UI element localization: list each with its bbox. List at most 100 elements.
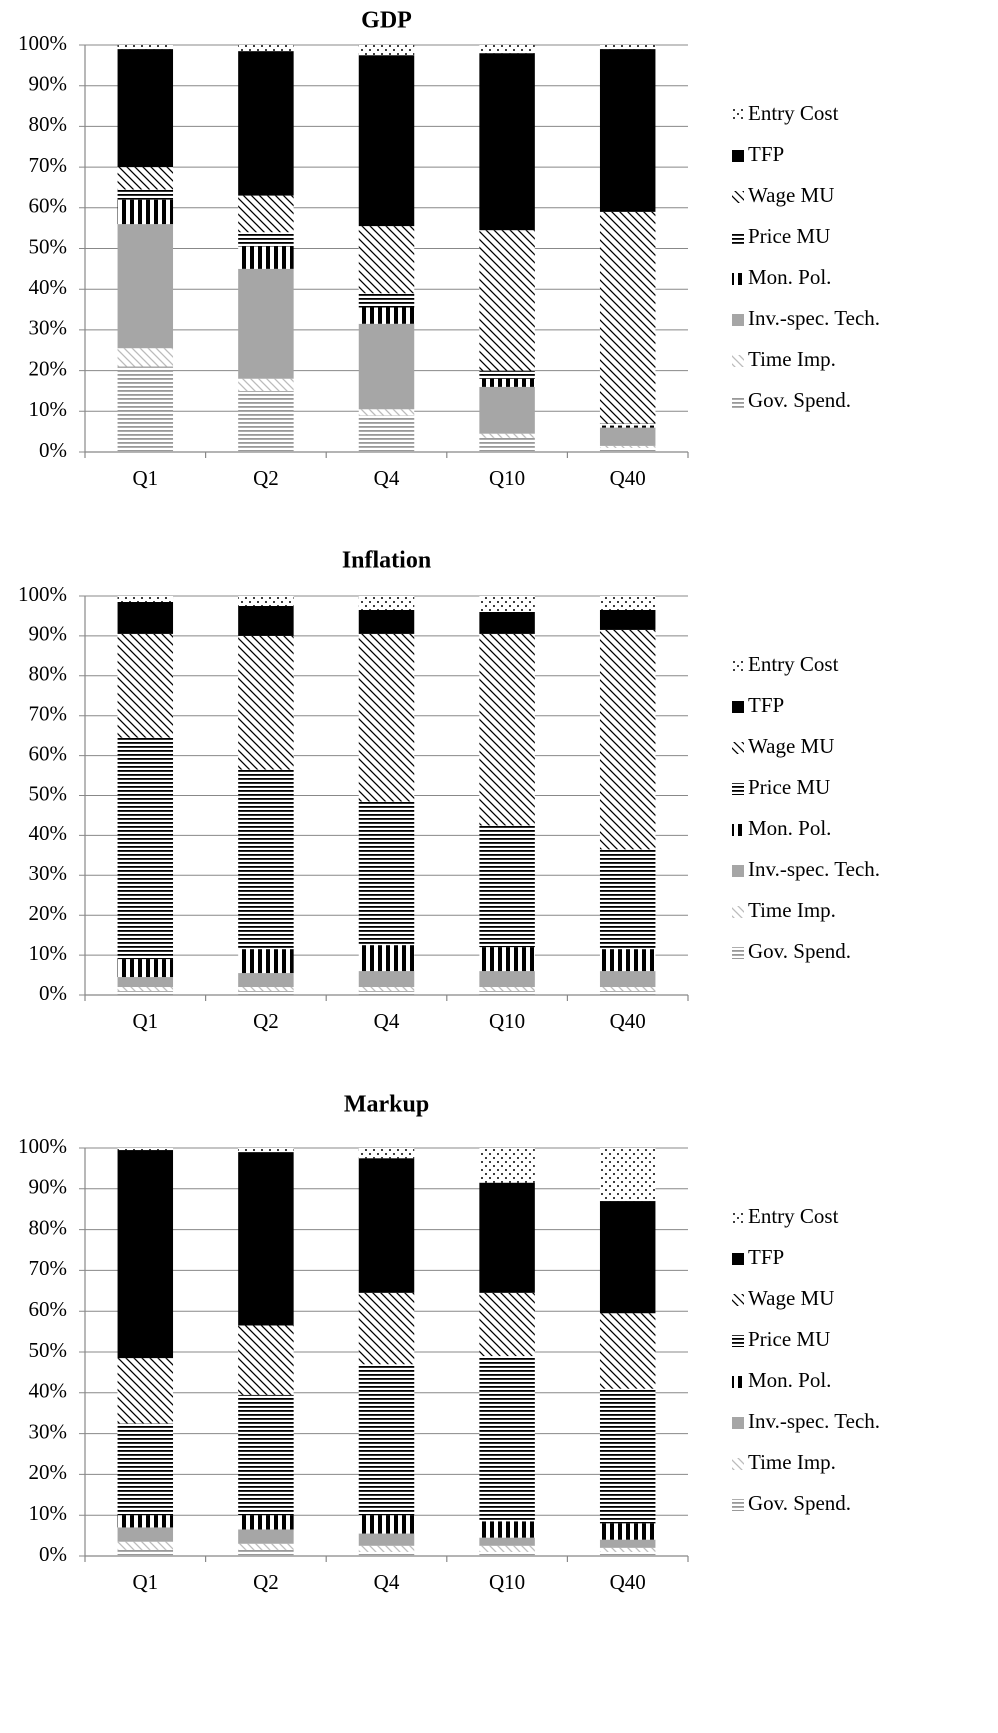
legend-swatch [732,273,744,285]
y-tick-label: 0% [39,1542,67,1566]
legend-swatch [732,1335,744,1347]
y-tick-label: 40% [29,275,68,299]
bar-segment [599,49,656,212]
x-tick-label: Q4 [374,1570,400,1594]
bar-segment [238,378,294,391]
x-tick-label: Q10 [489,1009,525,1033]
y-tick-label: 100% [18,1134,67,1158]
x-tick-label: Q40 [610,466,646,490]
legend-swatch [732,906,744,918]
legend-label: Inv.-spec. Tech. [748,306,880,330]
bar-segment [599,1523,656,1540]
y-tick-label: 50% [29,234,68,258]
x-tick-label: Q1 [132,1570,158,1594]
bar-segment [599,1547,656,1552]
legend-swatch [732,742,744,754]
legend-label: Gov. Spend. [748,388,851,412]
bar-segment [479,825,535,948]
bar-segment [358,1515,415,1534]
legend-swatch [732,1417,744,1429]
bar-segment [358,293,415,308]
bar-segment [358,1158,415,1293]
legend-label: Mon. Pol. [748,816,831,840]
bar-segment [358,55,415,227]
bar-segment [117,1515,174,1528]
bar-segment [117,959,174,978]
x-tick-label: Q10 [489,466,525,490]
legend-label: Price MU [748,224,830,248]
x-tick-label: Q2 [253,1009,279,1033]
bar-segment [238,1148,294,1153]
bar-segment [599,629,656,850]
bar-segment [117,49,174,168]
bar-segment [479,230,535,371]
bar-segment [238,596,294,606]
bar-segment [479,633,535,826]
bar-segment [479,437,535,452]
bar-segment [599,849,656,950]
legend-label: Mon. Pol. [748,1368,831,1392]
y-tick-label: 10% [29,941,68,965]
bar-segment [238,195,294,233]
bar-segment [479,971,535,988]
legend-label: Entry Cost [748,101,839,125]
y-tick-label: 20% [29,356,68,380]
bar-segment [358,415,415,452]
bar-segment [238,1152,294,1326]
bar-segment [238,635,294,770]
bar-segment [599,1551,656,1556]
chart-title: Inflation [342,548,431,574]
x-tick-label: Q4 [374,466,400,490]
y-tick-label: 90% [29,622,68,646]
x-tick-label: Q10 [489,1570,525,1594]
bar-segment [238,45,294,52]
bar-segment [358,1364,415,1516]
bar-segment [117,991,174,995]
bar-segment [238,973,294,988]
legend-swatch [732,947,744,959]
chart-title: GDP [361,8,412,34]
y-tick-label: 80% [29,112,68,136]
legend-label: Time Imp. [748,347,836,371]
bar-segment [358,987,415,992]
y-tick-label: 100% [18,31,67,55]
bar-segment [358,596,415,610]
legend-label: Gov. Spend. [748,939,851,963]
bar-segment [238,390,294,452]
bar-segment [479,1551,535,1556]
bar-segment [238,1394,294,1516]
legend-swatch [732,660,744,672]
bar-segment [117,167,174,190]
legend-swatch [732,314,744,326]
bar-segment [358,1148,415,1159]
bar-segment [479,947,535,972]
y-tick-label: 10% [29,1501,68,1525]
bar-segment [599,447,656,452]
bar-segment [599,445,656,448]
x-tick-label: Q1 [132,1009,158,1033]
bar-segment [599,1539,656,1548]
bar-segment [599,425,656,428]
bar-segment [599,1388,656,1524]
legend-label: Price MU [748,775,830,799]
bar-segment [599,987,656,992]
bar-segment [117,1150,174,1359]
bar-segment [479,53,535,231]
bar-segment [117,1423,174,1516]
y-tick-label: 100% [18,582,67,606]
bar-segment [117,633,174,738]
bar-segment [117,1148,174,1151]
bar-segment [479,45,535,54]
bar-segment [358,609,415,634]
bar-segment [599,949,656,972]
bar-segment [117,987,174,992]
bar-segment [117,45,174,50]
legend-label: Entry Cost [748,652,839,676]
y-tick-label: 90% [29,72,68,96]
bar-segment [117,601,174,634]
bar-segment [238,949,294,974]
legend-label: Gov. Spend. [748,1491,851,1515]
bar-segment [238,1543,294,1550]
bar-segment [358,307,415,324]
